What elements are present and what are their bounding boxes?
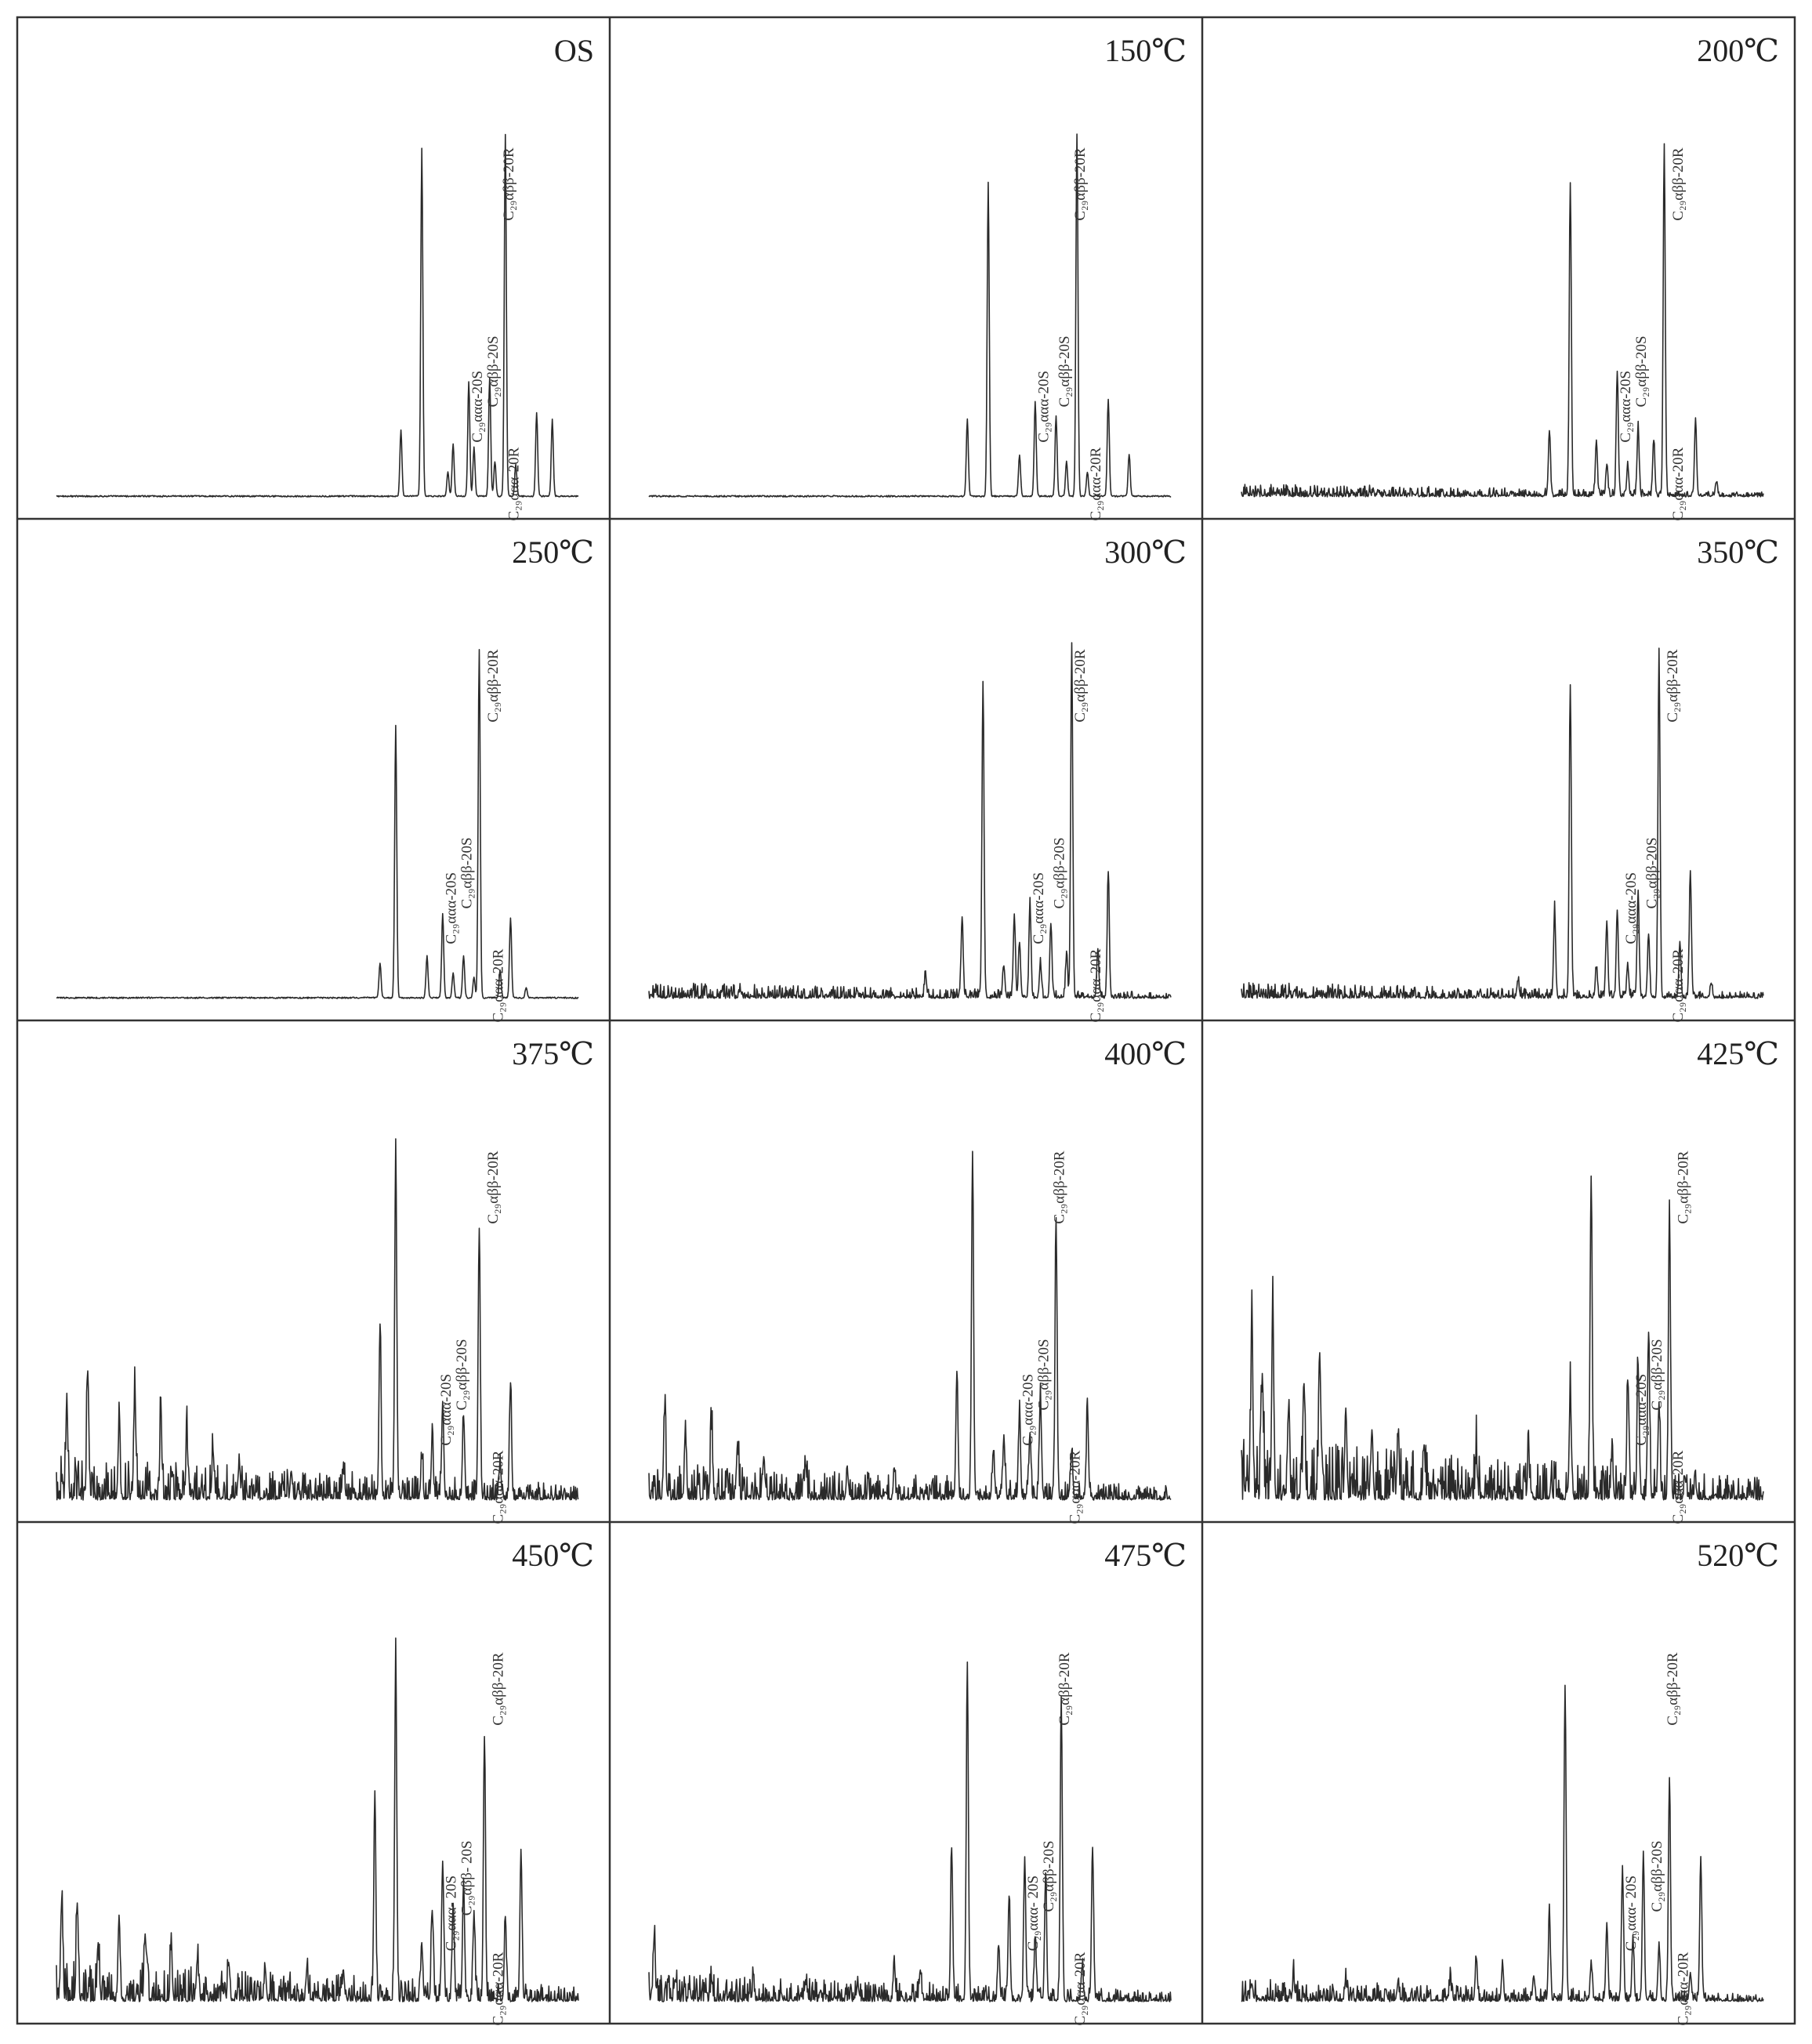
peak-annotation-label: C₂₉αββ-20S bbox=[1644, 837, 1661, 908]
peak-annotation-label: C₂₉αββ-20R bbox=[1665, 649, 1681, 723]
panel-title: 150℃ bbox=[1104, 33, 1187, 68]
chromatogram-panel: 150℃ C₂₉ααα-20S C₂₉αββ-20S C₂₉ααα-20R C₂₉αββ… bbox=[648, 33, 1187, 520]
peak-annotation-label: C₂₉ααα-20R bbox=[1088, 948, 1104, 1022]
chromatogram-panel: 300℃ C₂₉ααα-20S C₂₉αββ-20S C₂₉ααα-20R C₂₉αββ… bbox=[648, 535, 1187, 1022]
peak-annotation-label: C₂₉αββ-20S bbox=[1041, 1840, 1057, 1912]
peak-annotation-label: C₂₉ααα- 20S bbox=[444, 1875, 460, 1951]
peak-annotation-label: C₂₉ααα-20R bbox=[1072, 1952, 1089, 2025]
peak-annotation-label: C₂₉ααα- 20S bbox=[1623, 1875, 1640, 1951]
peak-annotation-label: C₂₉αββ-20R bbox=[1072, 147, 1089, 221]
peak-annotation-label: C₂₉ααα-20S bbox=[1623, 872, 1640, 944]
chromatogram-panel: 375℃ C₂₉ααα-20S C₂₉αββ-20S C₂₉ααα-20R C₂₉αββ… bbox=[56, 1036, 594, 1524]
peak-annotation-label: C₂₉ααα-20R bbox=[1675, 1952, 1691, 2025]
peak-annotation-label: C₂₉αββ-20S bbox=[459, 837, 476, 908]
chromatogram-trace bbox=[648, 133, 1172, 498]
chromatogram-trace bbox=[648, 642, 1172, 999]
chromatogram-trace bbox=[56, 133, 579, 498]
peak-annotation-label: C₂₉ααα-20S bbox=[444, 872, 460, 944]
chromatogram-trace bbox=[56, 1138, 579, 1501]
peak-annotation-label: C₂₉ααα- 20S bbox=[1025, 1875, 1042, 1951]
chromatogram-trace bbox=[648, 1661, 1172, 2002]
chromatogram-panel: 450℃ C₂₉ααα- 20S C₂₉αββ- 20S C₂₉ααα-20R C₂₉α… bbox=[56, 1538, 594, 2025]
peak-annotation-label: C₂₉ααα-20S bbox=[1031, 872, 1047, 944]
peak-annotation-label: C₂₉ααα-20R bbox=[506, 447, 522, 520]
chromatogram-panel: 250℃ C₂₉ααα-20S C₂₉αββ-20S C₂₉ααα-20R C₂₉αββ… bbox=[56, 535, 594, 1022]
panel-title: 250℃ bbox=[512, 535, 594, 570]
peak-annotation-label: C₂₉αββ-20R bbox=[485, 1151, 502, 1224]
panel-title: 350℃ bbox=[1697, 535, 1779, 570]
peak-annotation-label: C₂₉αββ-20S bbox=[454, 1339, 470, 1410]
peak-annotation-label: C₂₉αββ-20S bbox=[1036, 1339, 1053, 1410]
peak-annotation-label: C₂₉ααα-20S bbox=[1020, 1374, 1037, 1446]
peak-annotation-label: C₂₉ααα-20S bbox=[1633, 1374, 1650, 1446]
peak-annotation-label: C₂₉αββ- 20S bbox=[459, 1840, 476, 1915]
panel-title: 400℃ bbox=[1104, 1036, 1187, 1071]
peak-annotation-label: C₂₉ααα-20R bbox=[1067, 1450, 1084, 1524]
peak-annotation-label: C₂₉ααα-20R bbox=[1670, 1450, 1687, 1524]
panel-title: 425℃ bbox=[1697, 1036, 1779, 1071]
peak-annotation-label: C₂₉ααα-20R bbox=[1670, 447, 1687, 520]
chromatogram-trace bbox=[1241, 1175, 1764, 1501]
chromatogram-trace bbox=[1241, 143, 1764, 498]
peak-annotation-label: C₂₉αββ-20R bbox=[501, 147, 517, 221]
peak-annotation-label: C₂₉ααα-20R bbox=[490, 948, 506, 1022]
panel-title: OS bbox=[554, 33, 594, 68]
peak-annotation-label: C₂₉αββ-20S bbox=[1056, 335, 1073, 407]
chromatogram-trace bbox=[648, 1151, 1172, 1501]
chromatogram-trace bbox=[1241, 1684, 1764, 2002]
chromatogram-panel: 350℃ C₂₉ααα-20S C₂₉αββ-20S C₂₉ααα-20R C₂₉αββ… bbox=[1241, 535, 1779, 1022]
peak-annotation-label: C₂₉αββ-20R bbox=[1670, 147, 1687, 221]
chromatogram-trace bbox=[56, 1637, 579, 2002]
chromatogram-panel: OS C₂₉ααα-20S C₂₉αββ-20S C₂₉ααα-20R C₂₉αββ-2… bbox=[56, 33, 594, 520]
panel-title: 475℃ bbox=[1104, 1538, 1187, 1573]
peak-annotation-label: C₂₉ααα-20S bbox=[1036, 371, 1053, 443]
chromatogram-panel: 200℃ C₂₉ααα-20S C₂₉αββ-20S C₂₉ααα-20R C₂₉αββ… bbox=[1241, 33, 1779, 520]
chromatogram-trace bbox=[1241, 647, 1764, 999]
chromatogram-panel: 475℃ C₂₉ααα- 20S C₂₉αββ-20S C₂₉ααα-20R C₂₉αβ… bbox=[648, 1538, 1187, 2025]
peak-annotation-label: C₂₉ααα-20R bbox=[1670, 948, 1687, 1022]
peak-annotation-label: C₂₉αββ-20S bbox=[1633, 335, 1650, 407]
peak-annotation-label: C₂₉αββ-20R bbox=[1056, 1652, 1073, 1726]
panel-title: 375℃ bbox=[512, 1036, 594, 1071]
peak-annotation-label: C₂₉αββ-20S bbox=[485, 335, 502, 407]
peak-annotation-label: C₂₉αββ-20R bbox=[490, 1652, 506, 1726]
peak-annotation-label: C₂₉ααα-20S bbox=[1618, 371, 1634, 443]
peak-annotation-label: C₂₉ααα-20R bbox=[490, 1952, 506, 2025]
peak-annotation-label: C₂₉αββ-20R bbox=[485, 649, 502, 723]
peak-annotation-label: C₂₉ααα-20S bbox=[469, 371, 486, 443]
peak-annotation-label: C₂₉ααα-20R bbox=[1088, 447, 1104, 520]
peak-annotation-label: C₂₉ααα-20R bbox=[490, 1450, 506, 1524]
panel-title: 300℃ bbox=[1104, 535, 1187, 570]
panel-title: 520℃ bbox=[1697, 1538, 1779, 1573]
peak-annotation-label: C₂₉αββ-20R bbox=[1072, 649, 1089, 723]
chromatogram-panel: 400℃ C₂₉ααα-20S C₂₉αββ-20S C₂₉ααα-20R C₂₉αββ… bbox=[648, 1036, 1187, 1524]
peak-annotation-label: C₂₉αββ-20S bbox=[1052, 837, 1068, 908]
chromatogram-panel: 520℃ C₂₉ααα- 20S C₂₉αββ-20S C₂₉ααα-20R C₂₉αβ… bbox=[1241, 1538, 1779, 2025]
peak-annotation-label: C₂₉ααα-20S bbox=[438, 1374, 455, 1446]
peak-annotation-label: C₂₉αββ-20R bbox=[1665, 1652, 1681, 1726]
peak-annotation-label: C₂₉αββ-20S bbox=[1649, 1339, 1665, 1410]
panel-title: 450℃ bbox=[512, 1538, 594, 1573]
panel-title: 200℃ bbox=[1697, 33, 1779, 68]
peak-annotation-label: C₂₉αββ-20S bbox=[1649, 1840, 1665, 1912]
peak-annotation-label: C₂₉αββ-20R bbox=[1675, 1151, 1691, 1224]
peak-annotation-label: C₂₉αββ-20R bbox=[1052, 1151, 1068, 1224]
chromatogram-trace bbox=[56, 649, 579, 999]
